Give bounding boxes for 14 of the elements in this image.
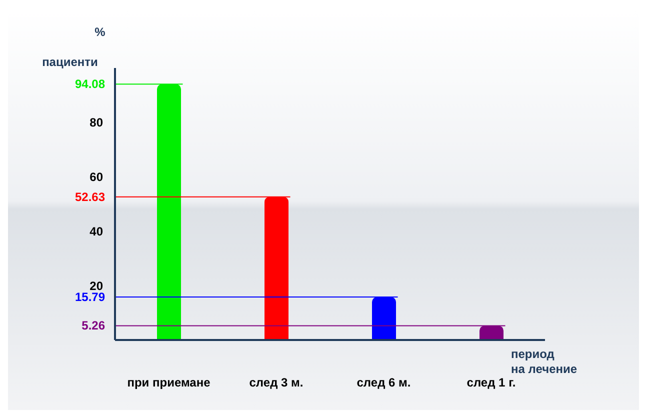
y-tick-label: 40 <box>90 224 104 238</box>
x-tick-label: след 6 м. <box>356 376 411 390</box>
y-tick-label: 60 <box>90 170 104 184</box>
y-tick-label: 20 <box>90 278 104 293</box>
text: % пациенти <box>42 25 106 69</box>
y-tick-label: 80 <box>90 116 104 130</box>
x-axis-title: период на лечение <box>511 347 578 376</box>
x-tick-label: след 1 г. <box>466 376 516 390</box>
ref-line-label: 94.08 <box>74 77 106 92</box>
x-tick-label: след 3 м. <box>249 376 304 390</box>
x-tick-label: при приемане <box>127 376 211 390</box>
ref-line-label: 5.26 <box>82 318 106 333</box>
ref-line-label: 15.79 <box>74 290 106 304</box>
ref-line-label: 52.63 <box>74 190 106 204</box>
